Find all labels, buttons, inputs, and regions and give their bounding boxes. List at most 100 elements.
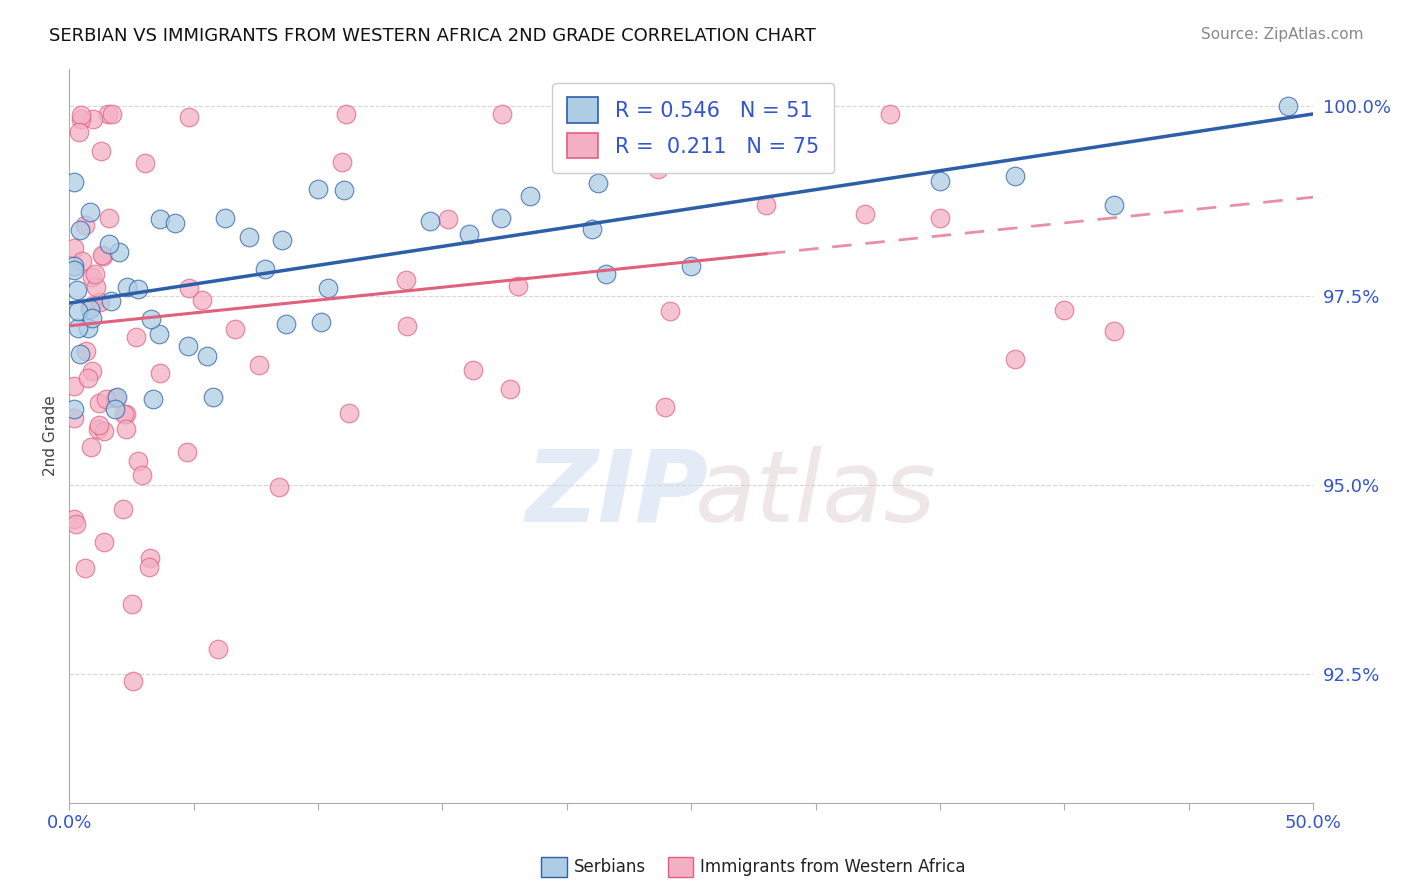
Point <box>149 366 172 380</box>
Point <box>89 417 111 432</box>
Point <box>72 253 94 268</box>
Point <box>131 467 153 482</box>
Point <box>67 321 90 335</box>
Point <box>89 396 111 410</box>
Point <box>121 597 143 611</box>
Point <box>77 371 100 385</box>
Point <box>112 408 135 422</box>
Point <box>66 283 89 297</box>
Point <box>67 126 90 140</box>
Point <box>93 534 115 549</box>
Point <box>316 281 339 295</box>
Point <box>69 347 91 361</box>
Point <box>654 400 676 414</box>
Point <box>127 454 149 468</box>
Point <box>69 108 91 122</box>
Text: Serbians: Serbians <box>574 858 645 876</box>
Point <box>73 561 96 575</box>
Text: ZIP: ZIP <box>524 446 709 543</box>
Point <box>84 280 107 294</box>
Point <box>82 299 104 313</box>
Point <box>419 214 441 228</box>
Point <box>330 155 353 169</box>
Point <box>63 241 86 255</box>
Point <box>91 249 114 263</box>
Point <box>125 330 148 344</box>
Point <box>311 315 333 329</box>
Point <box>201 390 224 404</box>
Point <box>87 422 110 436</box>
Point <box>191 293 214 307</box>
Point <box>100 294 122 309</box>
Point <box>804 140 827 154</box>
Point <box>65 517 87 532</box>
Point <box>929 174 952 188</box>
Point <box>195 349 218 363</box>
Point <box>149 212 172 227</box>
Point <box>499 382 522 396</box>
Point <box>207 642 229 657</box>
Point <box>491 107 513 121</box>
Point <box>115 280 138 294</box>
Point <box>77 321 100 335</box>
Point <box>97 236 120 251</box>
Point <box>90 247 112 261</box>
Point <box>139 550 162 565</box>
Point <box>115 422 138 436</box>
Point <box>177 280 200 294</box>
Point <box>489 211 512 225</box>
Point <box>1053 303 1076 318</box>
Point <box>63 512 86 526</box>
Point <box>84 267 107 281</box>
Point <box>104 402 127 417</box>
Text: atlas: atlas <box>695 446 936 543</box>
Point <box>247 358 270 372</box>
Point <box>586 177 609 191</box>
Point <box>97 211 120 225</box>
Point <box>647 162 669 177</box>
Point <box>506 279 529 293</box>
Point <box>177 339 200 353</box>
Point <box>63 175 86 189</box>
Point <box>332 184 354 198</box>
Point <box>879 107 901 121</box>
Point <box>79 302 101 317</box>
Point <box>75 218 97 232</box>
Point <box>70 112 93 127</box>
Point <box>214 211 236 225</box>
Point <box>111 501 134 516</box>
Point <box>681 259 703 273</box>
Point <box>67 304 90 318</box>
Point <box>108 245 131 260</box>
Point <box>142 392 165 407</box>
Point <box>177 110 200 124</box>
Point <box>63 260 86 274</box>
Legend: R = 0.546   N = 51, R =  0.211   N = 75: R = 0.546 N = 51, R = 0.211 N = 75 <box>553 83 834 173</box>
Point <box>94 392 117 407</box>
Point <box>337 407 360 421</box>
Point <box>80 363 103 377</box>
Point <box>224 322 246 336</box>
Point <box>274 317 297 331</box>
Point <box>79 205 101 219</box>
Point <box>437 212 460 227</box>
Point <box>97 107 120 121</box>
Point <box>1277 99 1299 113</box>
Point <box>69 223 91 237</box>
Point <box>335 107 357 121</box>
Point <box>63 402 86 417</box>
Point <box>855 207 877 221</box>
Point <box>63 379 86 393</box>
Point <box>82 270 104 285</box>
Point <box>307 182 329 196</box>
Point <box>603 147 626 161</box>
Point <box>141 311 163 326</box>
Point <box>105 390 128 404</box>
Point <box>1102 198 1125 212</box>
Point <box>163 216 186 230</box>
Point <box>457 227 479 241</box>
Point <box>63 410 86 425</box>
Point <box>271 233 294 247</box>
Text: SERBIAN VS IMMIGRANTS FROM WESTERN AFRICA 2ND GRADE CORRELATION CHART: SERBIAN VS IMMIGRANTS FROM WESTERN AFRIC… <box>49 27 815 45</box>
Point <box>755 198 778 212</box>
